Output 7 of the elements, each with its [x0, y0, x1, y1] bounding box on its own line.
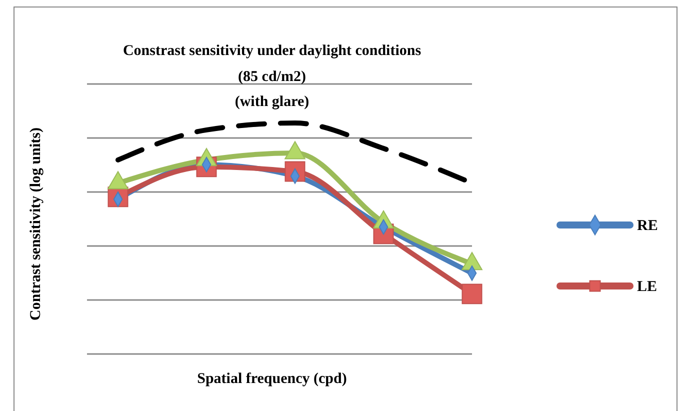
y-axis-title: Contrast sensitivity (log units) [28, 128, 44, 320]
x-axis-title: Spatial frequency (cpd) [197, 371, 347, 387]
chart-title: Constrast sensitivity under daylight conditions [122, 43, 422, 59]
point [462, 284, 482, 304]
legend-label: RE [637, 218, 658, 234]
chart-subtitle: (85 cd/m2) (with glare) [234, 69, 310, 110]
legend-label: LE [637, 279, 658, 295]
